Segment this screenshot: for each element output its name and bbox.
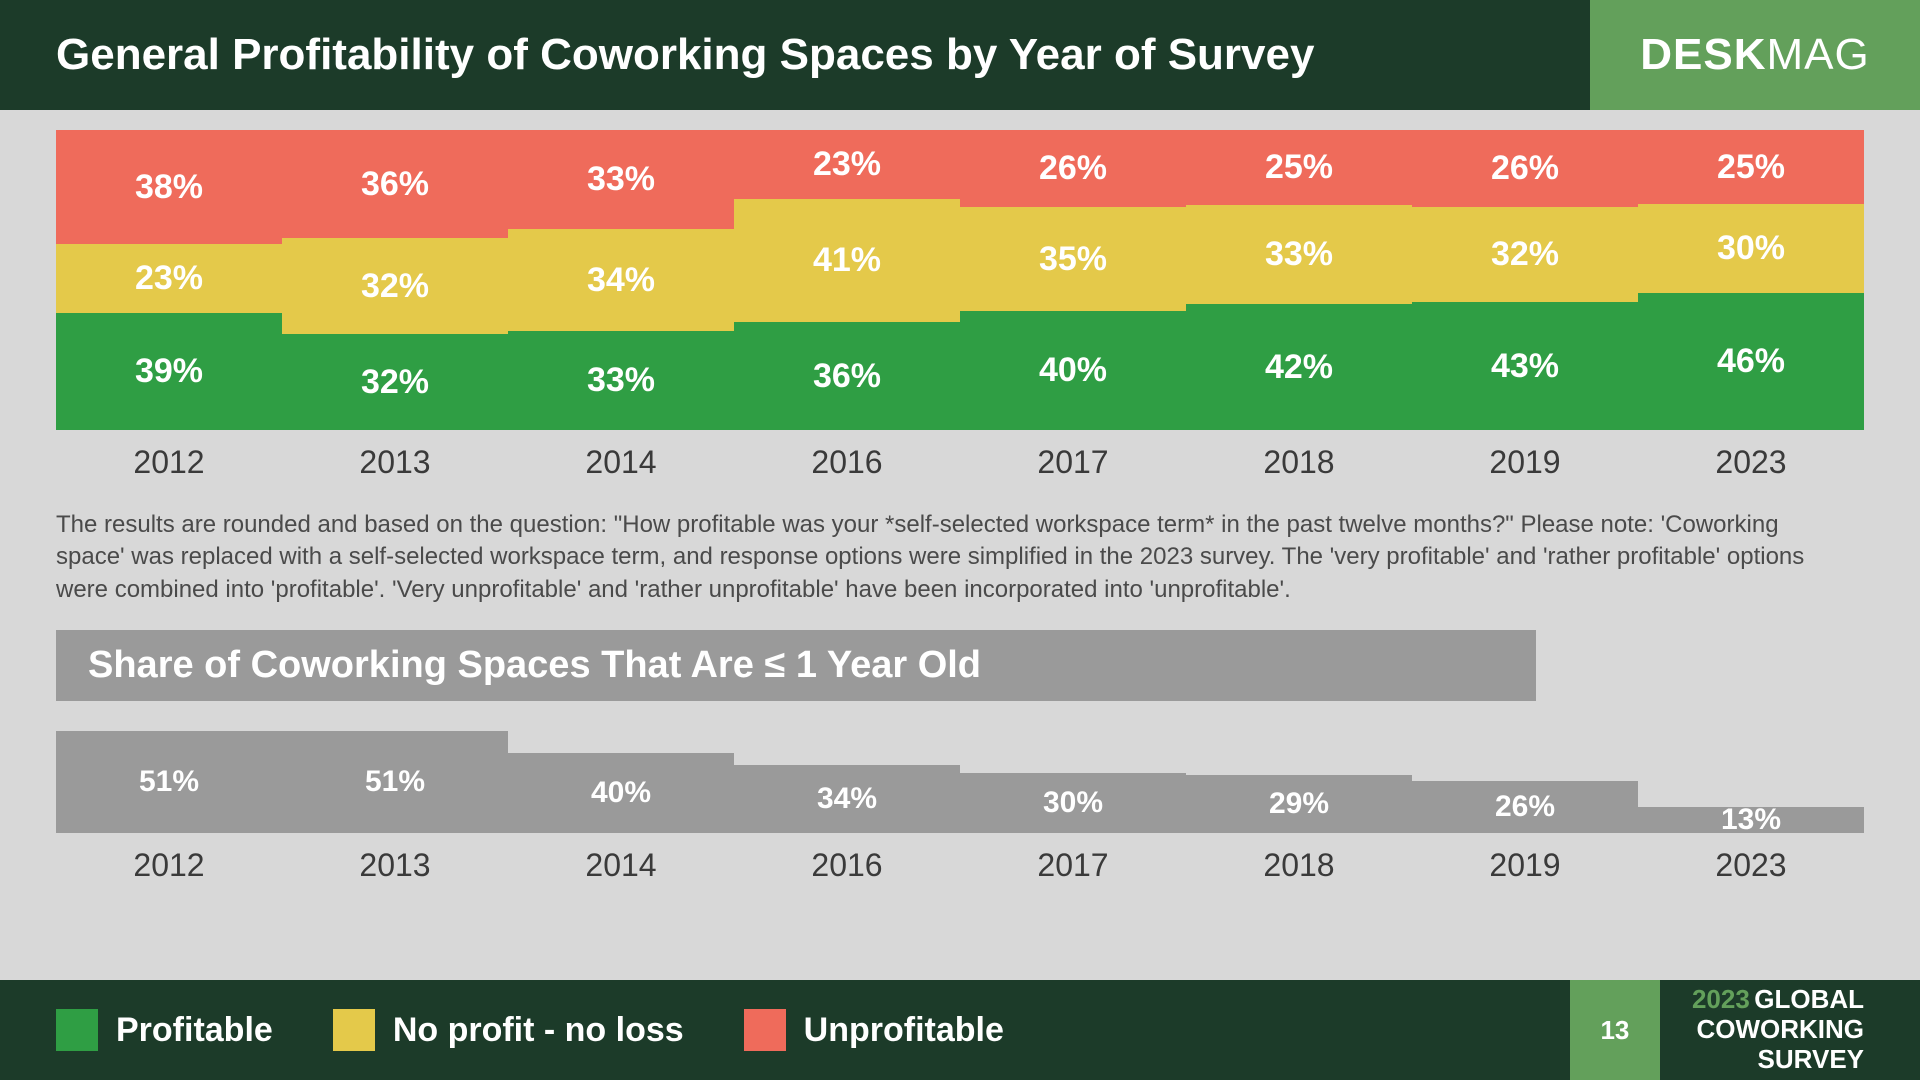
xaxis-year: 2023 bbox=[1638, 444, 1864, 481]
stacked-segment-unprofitable: 26% bbox=[1412, 130, 1638, 207]
stacked-segment-profitable: 40% bbox=[960, 311, 1186, 430]
stacked-segment-neutral: 30% bbox=[1638, 204, 1864, 293]
xaxis-year: 2012 bbox=[56, 847, 282, 884]
share-bar: 26% bbox=[1412, 781, 1638, 833]
xaxis-year: 2014 bbox=[508, 847, 734, 884]
xaxis-year: 2013 bbox=[282, 847, 508, 884]
xaxis-year: 2019 bbox=[1412, 847, 1638, 884]
stacked-chart-xaxis: 20122013201420162017201820192023 bbox=[56, 444, 1864, 481]
legend-swatch bbox=[744, 1009, 786, 1051]
stacked-segment-unprofitable: 25% bbox=[1638, 130, 1864, 204]
stacked-segment-neutral: 35% bbox=[960, 207, 1186, 311]
xaxis-year: 2019 bbox=[1412, 444, 1638, 481]
stacked-segment-profitable: 43% bbox=[1412, 302, 1638, 430]
stacked-segment-neutral: 41% bbox=[734, 199, 960, 322]
stacked-segment-unprofitable: 23% bbox=[734, 130, 960, 199]
bar-column: 26% bbox=[1412, 781, 1638, 833]
stacked-segment-profitable: 36% bbox=[734, 322, 960, 430]
share-bar: 30% bbox=[960, 773, 1186, 833]
xaxis-year: 2017 bbox=[960, 444, 1186, 481]
xaxis-year: 2016 bbox=[734, 847, 960, 884]
xaxis-year: 2023 bbox=[1638, 847, 1864, 884]
stacked-column: 32%32%36% bbox=[282, 130, 508, 430]
share-bar: 51% bbox=[56, 731, 282, 833]
share-bar: 29% bbox=[1186, 775, 1412, 833]
stacked-segment-neutral: 23% bbox=[56, 244, 282, 313]
bar-column: 51% bbox=[282, 731, 508, 833]
bar-column: 13% bbox=[1638, 807, 1864, 833]
stacked-segment-neutral: 34% bbox=[508, 229, 734, 331]
xaxis-year: 2016 bbox=[734, 444, 960, 481]
stacked-segment-profitable: 33% bbox=[508, 331, 734, 430]
bar-column: 34% bbox=[734, 765, 960, 833]
legend-label: No profit - no loss bbox=[393, 1011, 684, 1050]
stacked-column: 33%34%33% bbox=[508, 130, 734, 430]
stacked-column: 46%30%25% bbox=[1638, 130, 1864, 430]
xaxis-year: 2014 bbox=[508, 444, 734, 481]
share-bar-chart: 51%51%40%34%30%29%26%13% bbox=[56, 723, 1864, 833]
stacked-segment-neutral: 32% bbox=[282, 238, 508, 334]
stacked-column: 39%23%38% bbox=[56, 130, 282, 430]
share-bar: 40% bbox=[508, 753, 734, 833]
stacked-segment-profitable: 32% bbox=[282, 334, 508, 430]
xaxis-year: 2018 bbox=[1186, 444, 1412, 481]
legend-item: No profit - no loss bbox=[333, 1009, 684, 1051]
xaxis-year: 2018 bbox=[1186, 847, 1412, 884]
stacked-segment-unprofitable: 33% bbox=[508, 130, 734, 229]
bar-column: 40% bbox=[508, 753, 734, 833]
brand-logo: DESKMAG bbox=[1590, 0, 1920, 110]
share-bar-chart-wrap: 51%51%40%34%30%29%26%13% 201220132014201… bbox=[56, 723, 1864, 884]
source-year: 2023 bbox=[1692, 984, 1750, 1014]
xaxis-year: 2012 bbox=[56, 444, 282, 481]
header: General Profitability of Coworking Space… bbox=[0, 0, 1920, 110]
profitability-stacked-chart: 39%23%38%32%32%36%33%34%33%36%41%23%40%3… bbox=[56, 130, 1864, 430]
stacked-column: 43%32%26% bbox=[1412, 130, 1638, 430]
page-title: General Profitability of Coworking Space… bbox=[0, 0, 1590, 110]
legend-label: Unprofitable bbox=[804, 1011, 1004, 1050]
footer: Profitable No profit - no loss Unprofitabl… bbox=[0, 980, 1920, 1080]
stacked-segment-neutral: 32% bbox=[1412, 207, 1638, 302]
xaxis-year: 2013 bbox=[282, 444, 508, 481]
xaxis-year: 2017 bbox=[960, 847, 1186, 884]
stacked-segment-unprofitable: 38% bbox=[56, 130, 282, 244]
main-content: 39%23%38%32%32%36%33%34%33%36%41%23%40%3… bbox=[0, 110, 1920, 980]
stacked-segment-profitable: 42% bbox=[1186, 304, 1412, 430]
legend-swatch bbox=[56, 1009, 98, 1051]
share-bar: 34% bbox=[734, 765, 960, 833]
stacked-column: 40%35%26% bbox=[960, 130, 1186, 430]
legend-item: Unprofitable bbox=[744, 1009, 1004, 1051]
stacked-segment-profitable: 39% bbox=[56, 313, 282, 430]
bar-chart-xaxis: 20122013201420162017201820192023 bbox=[56, 847, 1864, 884]
bar-column: 30% bbox=[960, 773, 1186, 833]
footer-source: 2023 GLOBAL COWORKING SURVEY bbox=[1660, 985, 1864, 1075]
legend-item: Profitable bbox=[56, 1009, 273, 1051]
source-line2: COWORKING bbox=[1692, 1015, 1864, 1045]
stacked-segment-neutral: 33% bbox=[1186, 205, 1412, 304]
legend: Profitable No profit - no loss Unprofitabl… bbox=[56, 1009, 1570, 1051]
methodology-note: The results are rounded and based on the… bbox=[56, 509, 1836, 606]
bar-column: 29% bbox=[1186, 775, 1412, 833]
stacked-segment-unprofitable: 25% bbox=[1186, 130, 1412, 205]
stacked-column: 42%33%25% bbox=[1186, 130, 1412, 430]
legend-swatch bbox=[333, 1009, 375, 1051]
source-line1: GLOBAL bbox=[1754, 984, 1864, 1014]
share-bar: 13% bbox=[1638, 807, 1864, 833]
sub-chart-title: Share of Coworking Spaces That Are ≤ 1 Y… bbox=[56, 630, 1536, 701]
stacked-column: 36%41%23% bbox=[734, 130, 960, 430]
legend-label: Profitable bbox=[116, 1011, 273, 1050]
bar-column: 51% bbox=[56, 731, 282, 833]
page-number: 13 bbox=[1570, 980, 1660, 1080]
brand-bold: DESK bbox=[1640, 30, 1766, 80]
stacked-segment-profitable: 46% bbox=[1638, 293, 1864, 430]
source-line3: SURVEY bbox=[1692, 1045, 1864, 1075]
brand-light: MAG bbox=[1767, 30, 1870, 80]
stacked-segment-unprofitable: 36% bbox=[282, 130, 508, 238]
share-bar: 51% bbox=[282, 731, 508, 833]
stacked-segment-unprofitable: 26% bbox=[960, 130, 1186, 207]
